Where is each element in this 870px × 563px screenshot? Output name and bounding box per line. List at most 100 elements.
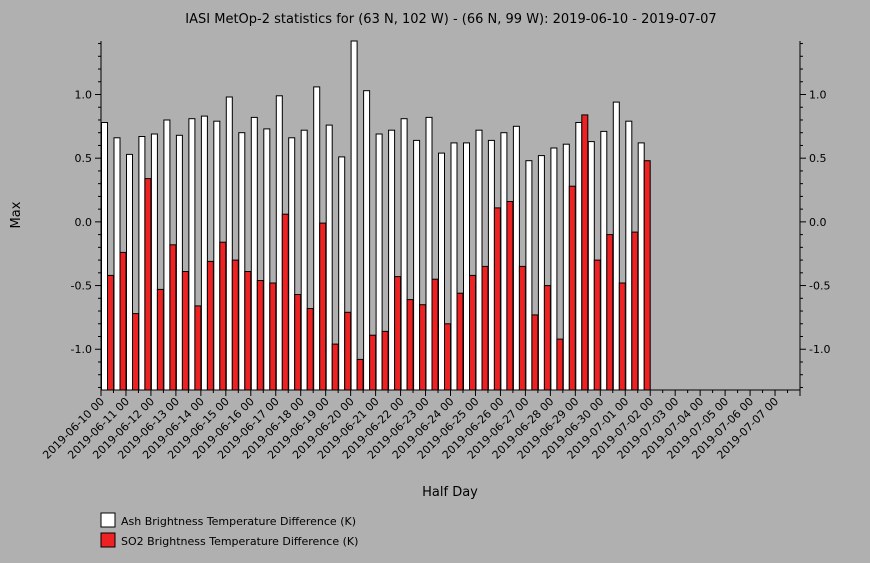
y-tick-label-left: 0.5 [75,152,93,165]
so2-bar [144,178,152,391]
y-tick-label-left: -1.0 [71,343,92,356]
so2-bar [606,234,614,391]
ash-bar [188,118,196,391]
ash-bar [288,137,296,391]
x-axis-label: Half Day [422,485,478,500]
ash-bar [425,116,433,391]
so2-bar [194,305,202,391]
so2-bar [369,334,377,391]
y-tick-label-left: -0.5 [71,280,92,293]
y-tick-label-left: 1.0 [75,88,93,101]
ash-bar [101,122,108,391]
y-tick-label-right: -0.5 [809,280,830,293]
ash-bar [625,120,633,391]
so2-bar [543,285,551,391]
y-tick-label-left: 0.0 [75,216,93,229]
ash-bar [363,90,371,391]
so2-bar [444,323,451,391]
y-tick-label-right: 0.5 [809,152,827,165]
ash-bar [400,118,408,391]
so2-bar [568,185,576,391]
ash-bar [238,132,246,391]
so2-bar [518,265,526,391]
so2-bar [306,308,314,391]
so2-bar [481,265,489,391]
so2-bar [269,282,277,391]
ash-bar [325,124,333,391]
so2-bar [419,304,427,391]
ash-bar [450,142,458,391]
ash-bar [575,122,583,391]
ash-bar [350,40,358,391]
ash-bar [138,136,146,391]
so2-bar [394,276,402,391]
so2-bar [493,207,501,391]
ash-bar [338,156,346,391]
so2-bar [344,311,352,391]
ash-bar [487,139,495,391]
ash-bar [600,130,608,391]
ash-bar [313,86,321,391]
ash-bar [263,128,271,391]
ash-bar [175,134,183,391]
so2-bar [219,241,227,391]
ash-bar [275,95,283,391]
so2-bar [244,271,252,391]
so2-bar [156,288,164,391]
so2-bar [169,244,177,391]
so2-bar [294,294,302,391]
ash-bar [525,160,533,391]
so2-bar [119,251,127,391]
so2-bar [331,343,339,391]
so2-bar [406,299,414,391]
so2-bar [469,274,476,391]
legend-label-so2: SO2 Brightness Temperature Difference (K… [121,535,358,548]
so2-bar [281,213,289,391]
ash-bar [113,137,121,391]
ash-bar [225,96,233,391]
so2-bar [107,274,114,391]
so2-bar [206,260,214,391]
so2-bar [356,358,364,391]
ash-bar [438,152,445,391]
chart-title: IASI MetOp-2 statistics for (63 N, 102 W… [185,12,716,27]
ash-bar [537,155,545,391]
so2-bar [618,282,626,391]
so2-bar [531,314,539,391]
ash-bar [612,101,620,391]
y-axis-label: Max [9,201,24,228]
ash-bar [512,125,520,391]
ash-bar [637,142,645,391]
ash-bar [126,153,133,391]
so2-bar [256,280,264,391]
ash-bar [375,133,383,391]
so2-bar [593,259,601,391]
ash-bar [163,119,171,391]
legend: Ash Brightness Temperature Difference (K… [100,512,358,548]
ash-bar [587,141,595,391]
legend-swatch-so2 [100,532,116,548]
so2-bar [431,278,439,391]
so2-bar [581,114,589,391]
ash-bar [475,129,483,391]
so2-bar [456,292,464,391]
ash-bar [250,116,258,391]
ash-bar [463,142,470,391]
so2-bar [181,271,189,391]
y-tick-label-right: 0.0 [809,216,827,229]
ash-bar [300,129,308,391]
ash-bar [500,132,508,391]
so2-bar [132,313,139,391]
so2-bar [381,330,389,391]
so2-bar [231,259,239,391]
y-tick-label-right: -1.0 [809,343,830,356]
so2-bar [319,222,327,391]
so2-bar [556,338,564,391]
ash-bar [562,143,570,391]
axes: 1.0 1.00.5 0.50.0 0.0-0.5 -0.5-1.0 -1.02019-0… [40,41,830,462]
so2-bar [643,160,651,391]
ash-bar [413,139,421,391]
ash-bar [200,115,208,391]
ash-bar [150,133,158,391]
